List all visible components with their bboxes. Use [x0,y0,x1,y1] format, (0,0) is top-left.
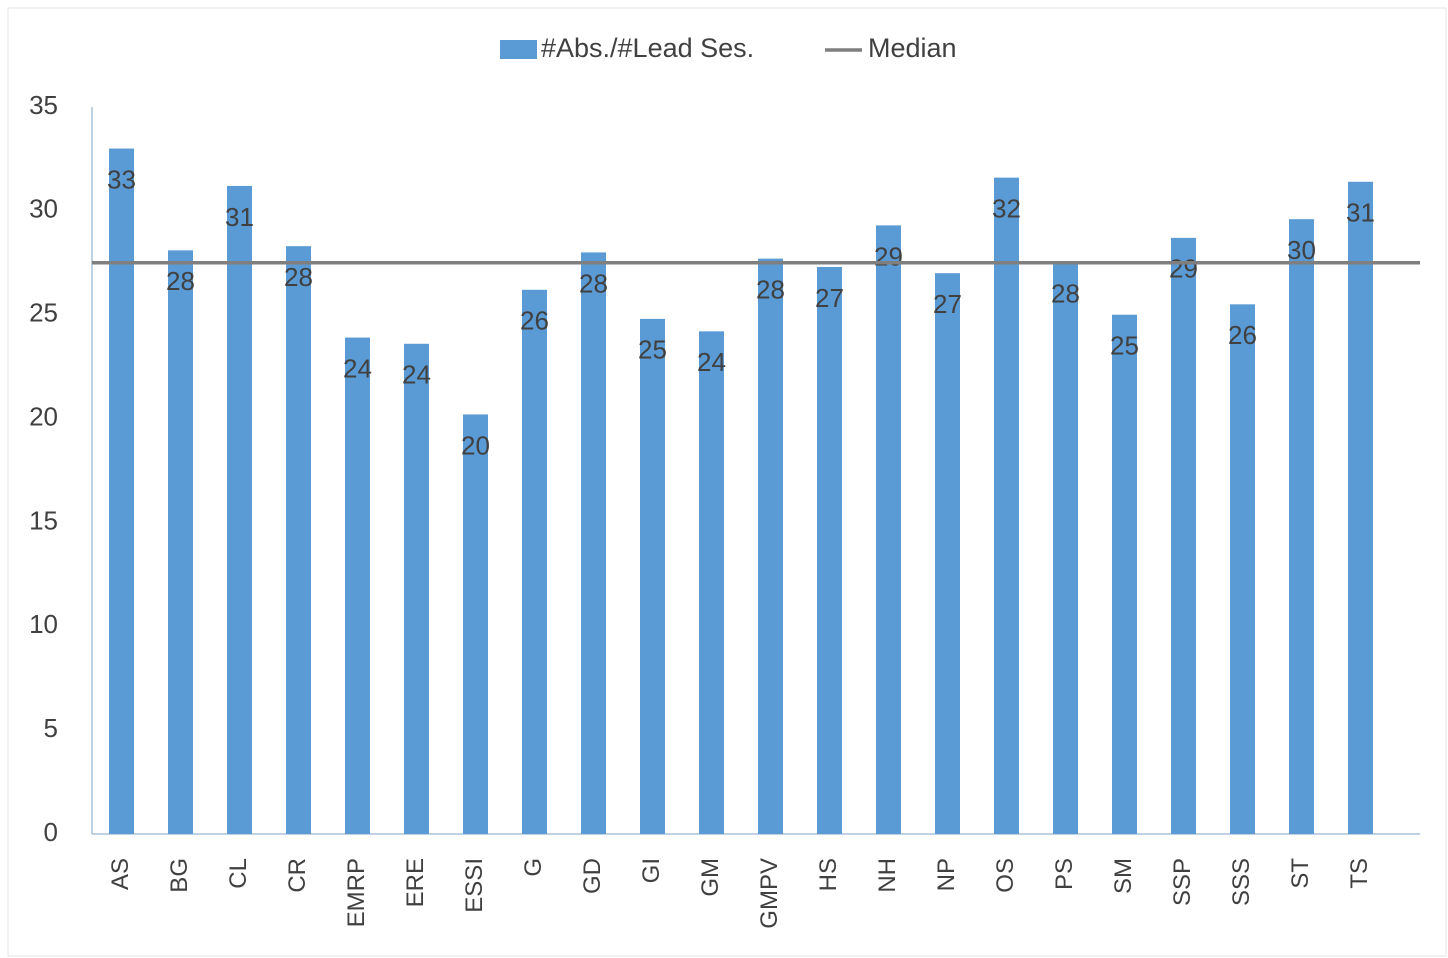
data-label: 26 [520,306,549,336]
legend-swatch [500,40,537,59]
x-tick-label: GMPV [756,858,783,929]
data-label: 28 [284,262,313,292]
y-tick-label: 25 [29,298,58,328]
legend-label: Median [868,33,957,63]
bar [404,343,429,834]
x-tick-label: NH [874,858,901,893]
bar [758,258,783,834]
x-tick-label: EMRP [343,858,370,927]
data-label: 28 [579,268,608,298]
y-tick-label: 35 [29,90,58,120]
y-tick-label: 20 [29,401,58,431]
data-label: 31 [225,202,254,232]
x-tick-label: SSP [1169,858,1196,906]
x-tick-label: HS [815,858,842,891]
y-tick-label: 0 [44,817,58,847]
data-label: 31 [1346,198,1375,228]
x-tick-label: NP [933,858,960,891]
x-tick-label: G [520,858,547,877]
bar [817,266,842,834]
x-tick-label: CL [225,858,252,889]
data-label: 30 [1287,235,1316,265]
bar [1230,304,1255,834]
bar [227,185,252,835]
x-tick-label: SSS [1228,858,1255,906]
x-tick-label: ST [1287,858,1314,889]
data-label: 32 [992,193,1021,223]
y-tick-label: 15 [29,505,58,535]
data-label: 28 [1051,279,1080,309]
data-label: 26 [1228,320,1257,350]
bar [1348,181,1373,834]
y-tick-label: 5 [44,713,58,743]
bar [699,331,724,834]
bar [640,318,665,835]
data-label: 24 [402,360,431,390]
x-tick-label: TS [1346,858,1373,889]
data-label: 29 [874,241,903,271]
data-label: 24 [697,347,726,377]
bar [876,225,901,834]
data-label: 29 [1169,254,1198,284]
data-label: 28 [756,275,785,305]
data-label: 24 [343,353,372,383]
x-tick-label: PS [1051,858,1078,890]
bar [1053,262,1078,834]
bar [581,252,606,834]
data-label: 25 [638,335,667,365]
bar [345,337,370,834]
data-label: 20 [461,430,490,460]
bar [522,289,547,834]
bar [1112,314,1137,834]
x-tick-label: GI [638,858,665,883]
bar [1289,219,1314,834]
x-tick-label: SM [1110,858,1137,894]
x-tick-label: CR [284,858,311,893]
bar [935,273,960,835]
y-tick-label: 10 [29,609,58,639]
data-label: 28 [166,266,195,296]
x-tick-label: ESSI [461,858,488,913]
bar [286,246,311,834]
data-label: 33 [107,164,136,194]
x-tick-label: ERE [402,858,429,907]
x-tick-label: AS [107,858,134,890]
bar [463,414,488,834]
bar [1171,237,1196,835]
data-label: 27 [933,289,962,319]
data-label: 25 [1110,331,1139,361]
x-tick-label: GD [579,858,606,894]
x-tick-label: GM [697,858,724,897]
x-tick-label: BG [166,858,193,893]
data-label: 27 [815,283,844,313]
bar [168,250,193,834]
bar [109,148,134,835]
legend-label: #Abs./#Lead Ses. [541,33,754,63]
bar [994,177,1019,834]
y-tick-label: 30 [29,194,58,224]
x-tick-label: OS [992,858,1019,893]
